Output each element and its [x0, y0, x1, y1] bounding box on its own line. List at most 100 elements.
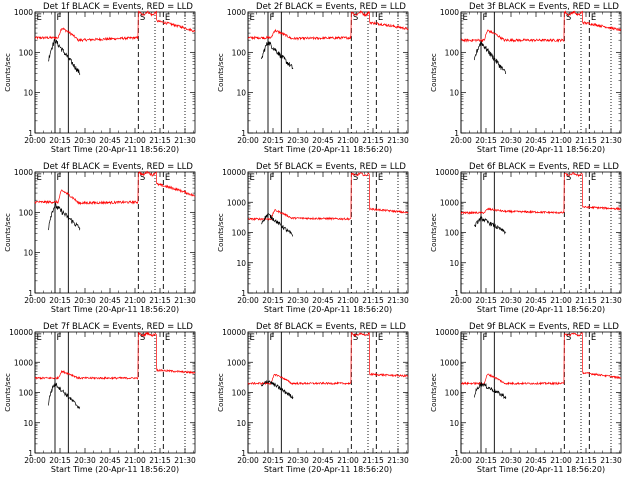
x-tick-label: 20:00: [24, 456, 46, 465]
y-tick-label: 1000: [14, 168, 33, 177]
y-tick-label: 10: [23, 419, 33, 428]
marker-label: F: [57, 333, 62, 343]
panel-6: Det 6f BLACK = Events, RED = LLD 1 10 100 10…: [430, 162, 622, 314]
y-axis-label: Counts/sec: [4, 373, 12, 412]
plot-frame: [247, 331, 409, 454]
y-tick-label: 1: [28, 449, 33, 458]
y-tick-label: 1: [28, 289, 33, 298]
x-tick-label: 20:15: [262, 136, 284, 145]
events-series-line: [261, 212, 294, 237]
x-tick-label: 21:30: [387, 296, 409, 305]
marker-label: S: [566, 173, 571, 183]
x-tick-label: 20:45: [312, 456, 334, 465]
events-series-line: [47, 382, 81, 410]
x-tick-label: 21:00: [550, 136, 572, 145]
y-axis-label: Counts/sec: [4, 213, 12, 252]
y-tick-label: 10000: [9, 328, 33, 337]
y-tick-label: 100: [232, 229, 247, 238]
x-axis-label: Start Time (20-Apr-11 18:56:20): [477, 465, 605, 474]
panel-title: Det 9f BLACK = Events, RED = LLD: [469, 322, 619, 332]
x-axis-label: Start Time (20-Apr-11 18:56:20): [477, 305, 605, 314]
events-series-line: [473, 382, 507, 400]
marker-label: E: [165, 173, 170, 183]
x-tick-label: 20:00: [24, 136, 46, 145]
x-axis-label: Start Time (20-Apr-11 18:56:20): [264, 305, 392, 314]
y-tick-label: 1: [241, 129, 246, 138]
marker-label: E: [463, 13, 468, 23]
x-tick-label: 21:15: [149, 296, 171, 305]
y-axis-label: Counts/sec: [217, 53, 225, 92]
x-tick-label: 20:45: [525, 456, 547, 465]
x-tick-label: 21:15: [362, 456, 384, 465]
x-tick-label: 20:30: [74, 136, 96, 145]
marker-label: F: [270, 13, 275, 23]
lld-series-line: [34, 10, 196, 43]
x-tick-label: 20:00: [24, 296, 46, 305]
y-tick-label: 10: [449, 89, 459, 98]
y-tick-label: 1000: [14, 358, 33, 367]
events-series-line: [260, 379, 294, 400]
marker-label: E: [591, 333, 596, 343]
panel-3: Det 3f BLACK = Events, RED = LLD 1 10 100 10…: [430, 2, 622, 154]
x-tick-label: 20:15: [262, 456, 284, 465]
y-axis-label: Counts/sec: [430, 53, 438, 92]
y-axis-label: Counts/sec: [4, 53, 12, 92]
plot-frame: [34, 331, 196, 454]
x-tick-label: 20:45: [99, 296, 121, 305]
y-tick-label: 1000: [227, 8, 246, 17]
marker-label: E: [37, 13, 42, 23]
lld-series-line: [460, 172, 622, 215]
marker-label: E: [165, 13, 170, 23]
panel-4: Det 4f BLACK = Events, RED = LLD 1 10 100 10…: [4, 162, 196, 314]
y-axis-label: Counts/sec: [430, 373, 438, 412]
x-tick-label: 21:00: [124, 136, 146, 145]
y-tick-label: 100: [232, 48, 247, 57]
panel-1: Det 1f BLACK = Events, RED = LLD 1 10 100 10…: [4, 2, 196, 154]
plot-frame: [247, 171, 409, 294]
y-tick-label: 1000: [440, 8, 459, 17]
x-tick-label: 20:00: [450, 136, 472, 145]
y-tick-label: 100: [19, 48, 34, 57]
x-tick-label: 21:30: [387, 136, 409, 145]
plot-frame: [460, 331, 622, 454]
y-tick-label: 1: [454, 449, 459, 458]
marker-label: E: [37, 333, 42, 343]
y-tick-label: 10: [449, 419, 459, 428]
panel-title: Det 2f BLACK = Events, RED = LLD: [256, 2, 406, 12]
x-tick-label: 21:15: [149, 136, 171, 145]
x-tick-label: 20:00: [450, 296, 472, 305]
y-tick-label: 10: [236, 89, 246, 98]
x-tick-label: 20:45: [525, 136, 547, 145]
x-axis-label: Start Time (20-Apr-11 18:56:20): [264, 465, 392, 474]
y-tick-label: 1: [241, 449, 246, 458]
marker-label: F: [270, 173, 275, 183]
y-tick-label: 10000: [435, 328, 459, 337]
marker-label: E: [165, 333, 170, 343]
x-tick-label: 21:30: [387, 456, 409, 465]
plot-frame: [460, 171, 622, 294]
x-tick-label: 20:45: [99, 456, 121, 465]
x-tick-label: 20:15: [475, 296, 497, 305]
x-tick-label: 21:15: [575, 296, 597, 305]
x-tick-label: 21:15: [362, 136, 384, 145]
x-tick-label: 21:15: [575, 136, 597, 145]
y-tick-label: 10000: [435, 168, 459, 177]
x-tick-label: 21:00: [124, 296, 146, 305]
y-tick-label: 10: [23, 89, 33, 98]
marker-label: F: [57, 13, 62, 23]
x-axis-label: Start Time (20-Apr-11 18:56:20): [51, 305, 179, 314]
marker-label: F: [483, 173, 488, 183]
x-axis-label: Start Time (20-Apr-11 18:56:20): [477, 145, 605, 154]
x-tick-label: 20:30: [287, 136, 309, 145]
x-tick-label: 20:30: [500, 136, 522, 145]
lld-series-line: [247, 331, 409, 386]
events-series-line: [47, 203, 81, 231]
x-tick-label: 21:30: [174, 296, 196, 305]
plot-frame: [34, 11, 196, 134]
marker-label: E: [591, 173, 596, 183]
x-tick-label: 20:30: [74, 456, 96, 465]
y-tick-label: 100: [445, 389, 460, 398]
y-tick-label: 100: [445, 229, 460, 238]
x-tick-label: 21:00: [124, 456, 146, 465]
